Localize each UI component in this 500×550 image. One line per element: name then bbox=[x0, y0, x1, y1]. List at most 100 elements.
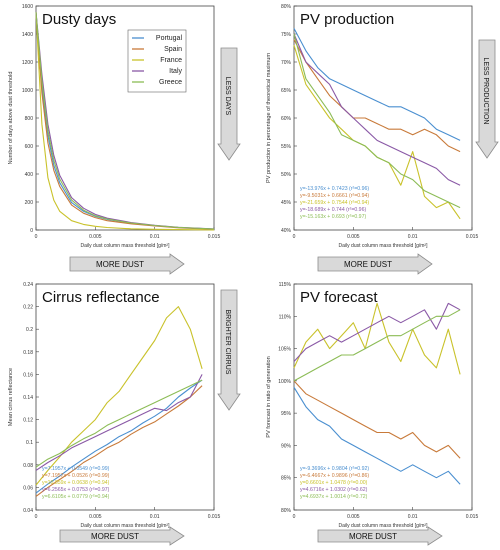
more-dust-arrow-bottom-right: MORE DUST bbox=[317, 526, 443, 546]
x-tick-label: 0 bbox=[35, 234, 38, 240]
arrow-label: LESS PRODUCTION bbox=[482, 58, 489, 125]
x-tick-label: 0.01 bbox=[408, 234, 418, 240]
fit-equation: y=6.6105x + 0.0779 (r²=0.94) bbox=[42, 494, 110, 500]
series-line-spain bbox=[293, 380, 461, 459]
arrow-shape bbox=[69, 253, 185, 275]
plot-area bbox=[293, 5, 473, 231]
plot-area bbox=[35, 5, 215, 231]
y-tick-label: 80% bbox=[281, 4, 292, 10]
fit-equation: y=7.1957x + 0.0526 (r²=0.99) bbox=[42, 473, 110, 479]
y-tick-label: 1200 bbox=[22, 60, 33, 66]
y-tick-label: 1000 bbox=[22, 88, 33, 94]
y-tick-label: 0.2 bbox=[26, 327, 33, 333]
arrow-shape bbox=[317, 526, 443, 546]
legend-label: France bbox=[160, 57, 182, 64]
series-line-france bbox=[293, 302, 461, 375]
fit-equation: y=7.1957x + 0.0549 (r²=0.99) bbox=[42, 466, 110, 472]
y-tick-label: 105% bbox=[278, 347, 291, 353]
y-tick-label: 55% bbox=[281, 144, 292, 150]
x-tick-label: 0.015 bbox=[466, 234, 479, 240]
x-tick-label: 0.01 bbox=[408, 514, 418, 520]
legend-label: Italy bbox=[169, 68, 182, 75]
y-tick-label: 0.16 bbox=[23, 372, 33, 378]
chart-panel-3: 0.04 0.06 0.08 0.1 0.12 0.14 0.16 0.18 0.2 0.22 0.… bbox=[8, 282, 220, 529]
series-line-france bbox=[35, 306, 203, 486]
fit-equation: y=0.6601x + 1.0478 (r²=0.00) bbox=[300, 480, 368, 486]
y-tick-label: 600 bbox=[25, 144, 34, 150]
y-tick-label: 85% bbox=[281, 476, 292, 482]
fit-equation: y=-18.689x + 0.744 (r²=0.96) bbox=[300, 207, 366, 213]
chart-title: Cirrus reflectance bbox=[42, 289, 160, 306]
arrow-shape bbox=[317, 253, 433, 275]
arrow-shape bbox=[475, 39, 499, 159]
series-line-greece bbox=[293, 33, 461, 209]
fit-equation: y=-21.659x + 0.7544 (r²=0.94) bbox=[300, 200, 369, 206]
y-tick-label: 0.12 bbox=[23, 418, 33, 424]
chart-title: PV forecast bbox=[300, 289, 378, 306]
y-tick-label: 115% bbox=[279, 282, 292, 288]
x-tick-label: 0.005 bbox=[347, 514, 360, 520]
x-tick-label: 0.01 bbox=[150, 514, 160, 520]
y-tick-label: 110% bbox=[279, 314, 292, 320]
x-tick-label: 0 bbox=[293, 234, 296, 240]
y-tick-label: 60% bbox=[281, 116, 292, 122]
y-axis-label: Mean cirrus reflectance bbox=[8, 368, 14, 426]
y-tick-label: 65% bbox=[281, 88, 292, 94]
series-line-portugal bbox=[293, 28, 461, 141]
fit-equation: y=6.2565x + 0.0753 (r²=0.97) bbox=[42, 487, 110, 493]
series-line-italy bbox=[293, 302, 461, 362]
x-axis-label: Daily dust column mass threshold [g/m²] bbox=[81, 243, 171, 249]
arrow-label: MORE DUST bbox=[349, 532, 397, 541]
series-line-portugal bbox=[35, 379, 203, 494]
series-line-greece bbox=[35, 379, 203, 468]
legend-label: Greece bbox=[159, 79, 182, 86]
y-tick-label: 0.24 bbox=[23, 282, 33, 288]
more-dust-arrow-top-left: MORE DUST bbox=[69, 253, 185, 275]
fit-equation: y=-13.976x + 0.7423 (r²=0.96) bbox=[300, 186, 369, 192]
arrow-label: LESS DAYS bbox=[224, 77, 231, 116]
arrow-shape bbox=[59, 526, 185, 546]
chart-panel-1: 0 200 400 600 800 1000 1200 1400 1600 0 0.005 0.01 0… bbox=[8, 4, 220, 249]
y-axis-label: PV production in percentage of theoretic… bbox=[266, 53, 272, 183]
less-production-arrow: LESS PRODUCTION bbox=[475, 39, 499, 159]
y-tick-label: 50% bbox=[281, 172, 292, 178]
chart-panel-4: 80% 85% 90% 95% 100% 105% 110% 115% 0 0.005 0.01 0.… bbox=[266, 282, 478, 529]
more-dust-arrow-top-right: MORE DUST bbox=[317, 253, 433, 275]
y-tick-label: 400 bbox=[25, 172, 34, 178]
series-line-france bbox=[35, 12, 215, 231]
less-days-arrow: LESS DAYS bbox=[217, 47, 241, 161]
x-tick-label: 0.015 bbox=[208, 514, 221, 520]
y-tick-label: 0.06 bbox=[23, 485, 33, 491]
y-tick-label: 200 bbox=[25, 200, 34, 206]
y-tick-label: 0 bbox=[30, 228, 33, 234]
arrow-shape bbox=[217, 47, 241, 161]
y-tick-label: 0.18 bbox=[23, 350, 33, 356]
y-tick-label: 40% bbox=[281, 228, 292, 234]
arrow-label: BRIGHTER CIRRUS bbox=[224, 310, 231, 375]
series-line-greece bbox=[35, 12, 215, 230]
y-tick-label: 95% bbox=[281, 411, 292, 417]
arrow-label: MORE DUST bbox=[344, 260, 392, 269]
legend-label: Spain bbox=[164, 46, 182, 53]
series-line-portugal bbox=[293, 387, 461, 485]
series-line-italy bbox=[35, 374, 203, 471]
series-line-italy bbox=[293, 33, 461, 186]
series-line-spain bbox=[293, 39, 461, 153]
fit-equation: y=-9.3696x + 0.9804 (r²=0.92) bbox=[300, 466, 369, 472]
arrow-label: MORE DUST bbox=[91, 532, 139, 541]
y-tick-label: 100% bbox=[278, 379, 291, 385]
y-tick-label: 0.08 bbox=[23, 463, 33, 469]
y-tick-label: 0.22 bbox=[23, 305, 33, 311]
x-tick-label: 0.015 bbox=[466, 514, 479, 520]
fit-equation: y=-9.5031x + 0.6661 (r²=0.94) bbox=[300, 193, 369, 199]
x-tick-label: 0.005 bbox=[89, 234, 102, 240]
legend-label: Portugal bbox=[156, 35, 183, 42]
y-tick-label: 1600 bbox=[22, 4, 33, 10]
arrow-label: MORE DUST bbox=[96, 260, 144, 269]
series-line-greece bbox=[293, 309, 461, 382]
y-tick-label: 1400 bbox=[22, 32, 33, 38]
plot-area bbox=[35, 283, 215, 511]
x-tick-label: 0 bbox=[35, 514, 38, 520]
